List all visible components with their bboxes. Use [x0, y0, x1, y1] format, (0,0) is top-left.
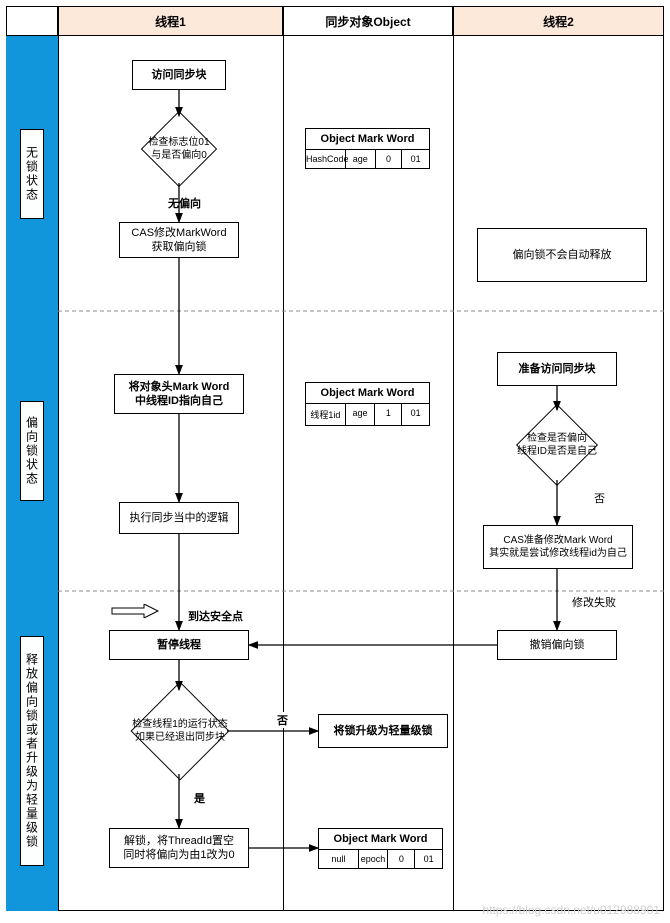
node-access-sync: 访问同步块	[132, 60, 226, 90]
table3-cells: null epoch 0 01	[319, 850, 442, 868]
sidebar-1: 无锁状态	[6, 36, 58, 311]
sidebar-label-1: 无锁状态	[20, 129, 44, 219]
header-blank	[6, 6, 58, 36]
table1-cells: HashCode age 0 01	[306, 150, 429, 168]
label-modify-fail: 修改失败	[570, 594, 618, 610]
table-markword-3: Object Mark Word null epoch 0 01	[318, 828, 443, 869]
header-col1: 线程1	[58, 6, 283, 36]
node-exec-logic: 执行同步当中的逻辑	[119, 502, 239, 534]
header-col3: 线程2	[453, 6, 664, 36]
node-cas-modify: CAS修改MarkWord获取偏向锁	[119, 222, 239, 258]
header-col2: 同步对象Object	[283, 6, 453, 36]
diamond-check-state: 检查线程1的运行状态如果已经退出同步块	[145, 696, 215, 766]
node-pause-thread: 暂停线程	[109, 630, 249, 660]
node-prepare-access: 准备访问同步块	[497, 352, 617, 386]
table-markword-2: Object Mark Word 线程1id age 1 01	[305, 382, 430, 426]
label-no-2: 否	[275, 712, 290, 728]
node-point-self: 将对象头Mark Word中线程ID指向自己	[114, 374, 244, 414]
node-revoke-biased: 撤销偏向锁	[497, 630, 617, 660]
sidebar-label-2: 偏向锁状态	[20, 401, 44, 501]
sidebar-2: 偏向锁状态	[6, 311, 58, 591]
header-row: 线程1 同步对象Object 线程2	[0, 6, 670, 36]
label-no-bias: 无偏向	[166, 195, 203, 211]
table2-cells: 线程1id age 1 01	[306, 404, 429, 425]
node-upgrade-lock: 将锁升级为轻量级锁	[318, 714, 448, 748]
watermark: https://blog.csdn.net/u012988901	[483, 903, 660, 917]
node-unlock: 解锁，将ThreadId置空同时将偏向为由1改为0	[109, 828, 249, 868]
label-safepoint: 到达安全点	[186, 608, 245, 624]
diamond-check-flag: 检查标志位01与是否偏向0	[152, 122, 206, 176]
diamond-check-biased: 检查是否偏向线程ID是否是自己	[528, 416, 586, 474]
table-markword-1: Object Mark Word HashCode age 0 01	[305, 128, 430, 169]
label-yes: 是	[192, 790, 207, 806]
node-no-auto-release: 偏向锁不会自动释放	[477, 228, 647, 282]
label-no-1: 否	[592, 490, 607, 506]
sidebar-label-3: 释放偏向锁或者升级为轻量级锁	[20, 636, 44, 866]
sidebar-3: 释放偏向锁或者升级为轻量级锁	[6, 591, 58, 911]
node-cas-prepare: CAS准备修改Mark Word其实就是尝试修改线程id为自己	[483, 525, 633, 569]
block-arrow-icon	[110, 604, 160, 618]
